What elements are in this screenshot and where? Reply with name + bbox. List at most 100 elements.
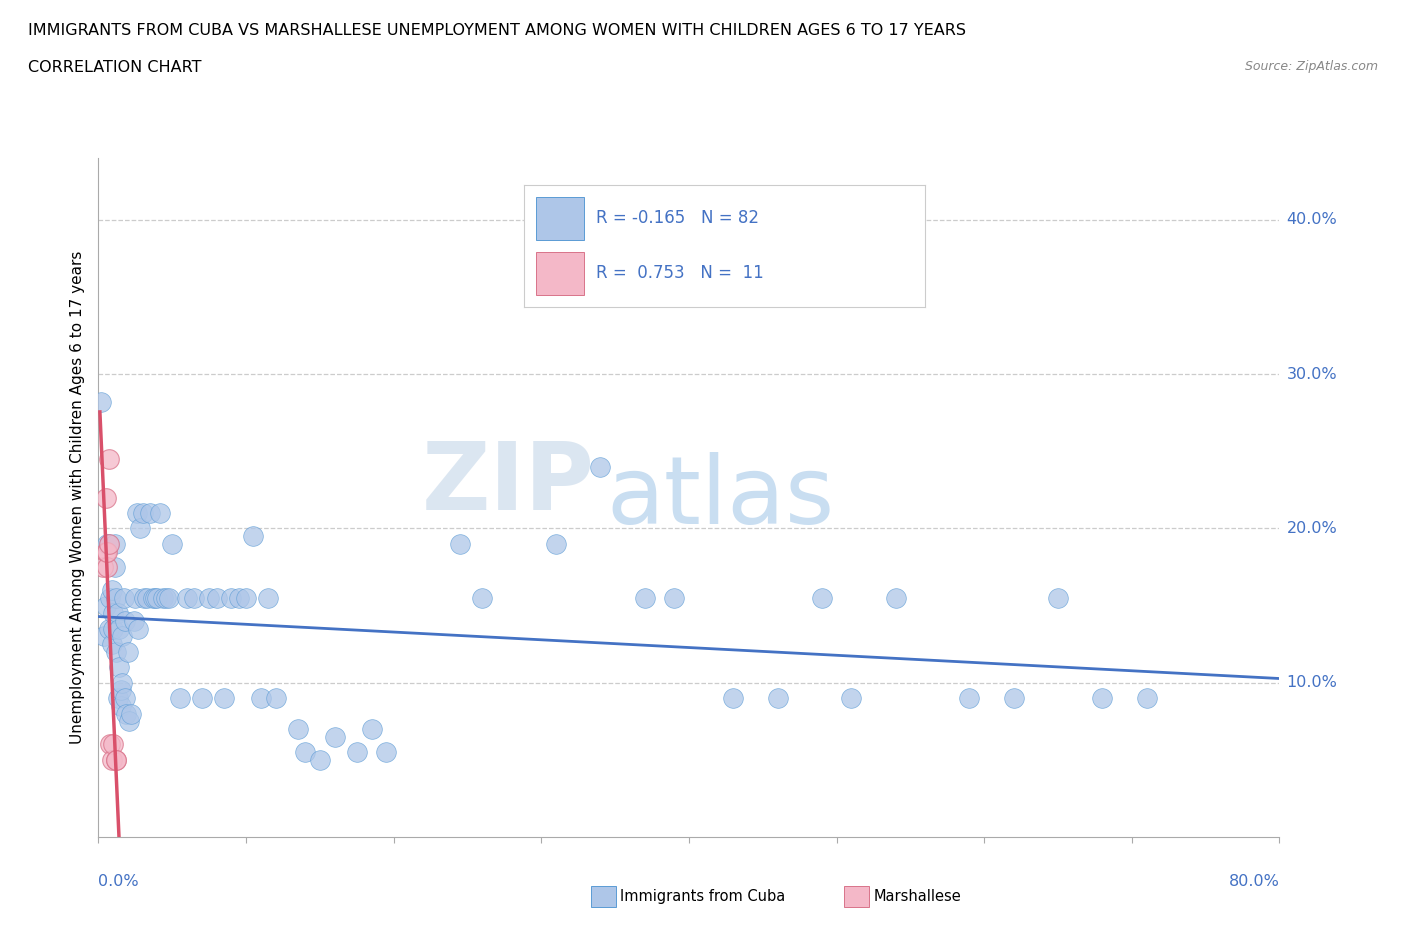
Point <box>309 752 332 767</box>
Point <box>346 745 368 760</box>
Point <box>235 591 257 605</box>
Point <box>544 537 567 551</box>
Point <box>1046 591 1069 605</box>
Point <box>1135 691 1157 706</box>
Point <box>139 506 162 521</box>
Point <box>107 605 129 620</box>
Y-axis label: Unemployment Among Women with Children Ages 6 to 17 years: Unemployment Among Women with Children A… <box>70 251 86 744</box>
Point <box>100 752 122 767</box>
Point <box>105 752 128 767</box>
Point <box>96 544 118 559</box>
Text: 40.0%: 40.0% <box>1286 212 1337 227</box>
Point <box>294 745 316 760</box>
Point <box>111 629 134 644</box>
Point <box>94 598 117 613</box>
Text: 10.0%: 10.0% <box>1286 675 1337 690</box>
Point <box>120 706 142 721</box>
Point <box>115 706 138 721</box>
Point <box>93 629 115 644</box>
Text: 20.0%: 20.0% <box>1286 521 1337 536</box>
Point <box>449 537 471 551</box>
Point <box>118 714 141 729</box>
Point <box>810 591 832 605</box>
Text: Marshallese: Marshallese <box>873 889 960 904</box>
Point <box>839 691 862 706</box>
Point <box>94 490 117 505</box>
Point <box>98 591 121 605</box>
Text: 0.0%: 0.0% <box>98 874 139 889</box>
Point <box>114 614 136 629</box>
Point <box>142 591 165 605</box>
Point <box>90 394 112 409</box>
Point <box>959 691 981 706</box>
Text: ZIP: ZIP <box>422 438 595 530</box>
Point <box>98 737 121 751</box>
Text: Source: ZipAtlas.com: Source: ZipAtlas.com <box>1244 60 1378 73</box>
Point <box>1091 691 1114 706</box>
Point <box>360 722 382 737</box>
Point <box>589 459 612 474</box>
Point <box>162 537 183 551</box>
Point <box>104 537 127 551</box>
Point <box>257 591 280 605</box>
Point <box>105 644 128 659</box>
Point <box>471 591 494 605</box>
Point <box>96 560 118 575</box>
Point <box>766 691 789 706</box>
Point <box>721 691 744 706</box>
Point <box>664 591 686 605</box>
Point <box>125 506 148 521</box>
Point <box>143 591 166 605</box>
Point <box>122 614 145 629</box>
Point <box>134 591 156 605</box>
Point <box>250 691 273 706</box>
Point <box>287 722 309 737</box>
Point <box>128 521 150 536</box>
Point <box>169 691 191 706</box>
Point <box>105 591 128 605</box>
Point <box>155 591 177 605</box>
Point <box>94 544 117 559</box>
Point <box>132 506 155 521</box>
Point <box>219 591 242 605</box>
Point <box>205 591 228 605</box>
Point <box>112 591 135 605</box>
Text: IMMIGRANTS FROM CUBA VS MARSHALLESE UNEMPLOYMENT AMONG WOMEN WITH CHILDREN AGES : IMMIGRANTS FROM CUBA VS MARSHALLESE UNEM… <box>28 23 966 38</box>
Point <box>110 698 132 713</box>
Text: 30.0%: 30.0% <box>1286 366 1337 381</box>
Point <box>633 591 655 605</box>
Point <box>97 537 120 551</box>
Point <box>117 644 139 659</box>
Point <box>127 621 149 636</box>
Text: atlas: atlas <box>606 452 835 543</box>
Point <box>264 691 287 706</box>
Text: CORRELATION CHART: CORRELATION CHART <box>28 60 201 75</box>
Point <box>105 752 128 767</box>
Point <box>103 737 125 751</box>
Point <box>375 745 398 760</box>
Point <box>124 591 146 605</box>
Point <box>157 591 180 605</box>
Point <box>228 591 250 605</box>
Point <box>97 537 120 551</box>
Point <box>152 591 174 605</box>
Point <box>108 660 131 675</box>
Point <box>103 605 125 620</box>
Point <box>884 591 907 605</box>
Point <box>191 691 214 706</box>
Point <box>136 591 159 605</box>
Point <box>97 452 120 467</box>
Point <box>100 637 122 652</box>
Point <box>242 528 264 543</box>
Point <box>183 591 205 605</box>
Point <box>176 591 198 605</box>
Point <box>96 537 118 551</box>
Point <box>100 583 122 598</box>
Point <box>323 729 346 744</box>
Point <box>1002 691 1025 706</box>
Point <box>111 675 134 690</box>
Point <box>110 683 132 698</box>
Point <box>91 560 114 575</box>
Point <box>103 621 125 636</box>
Point <box>198 591 221 605</box>
